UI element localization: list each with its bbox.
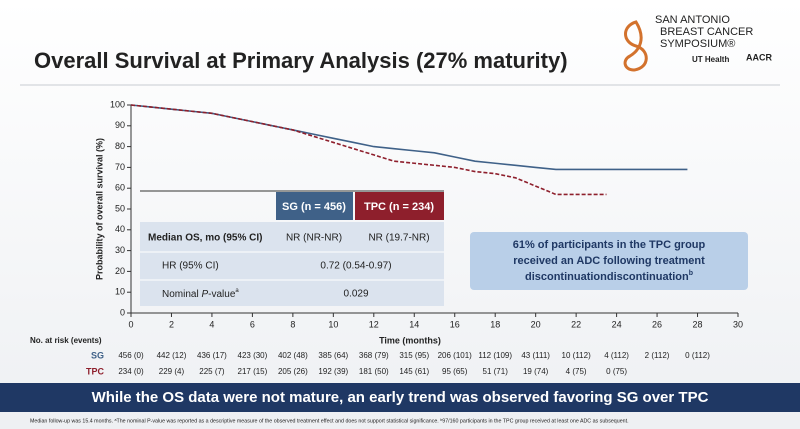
callout-text-part: discontinuation: [607, 271, 689, 283]
at-risk-value: 423 (30): [238, 351, 268, 360]
at-risk-value: 229 (4): [159, 367, 185, 376]
at-risk-value: 0 (75): [606, 367, 627, 376]
y-tick-label: 0: [120, 307, 125, 317]
at-risk-value: 192 (39): [318, 367, 348, 376]
y-tick-label: 90: [115, 120, 125, 130]
x-tick-label: 4: [209, 319, 214, 329]
row-label-part: -value: [208, 289, 236, 300]
at-risk-value: 234 (0): [118, 367, 144, 376]
x-axis-label: Time (months): [379, 335, 441, 345]
callout-text: discontinuationdiscontinuationb: [525, 270, 693, 283]
banner: While the OS data were not mature, an ea…: [92, 389, 709, 406]
x-tick-label: 24: [612, 319, 622, 329]
at-risk-value: 206 (101): [438, 351, 473, 360]
column-header-bg: [355, 192, 444, 220]
slide-title: Overall Survival at Primary Analysis (27…: [34, 48, 568, 73]
x-tick-label: 18: [490, 319, 500, 329]
y-tick-label: 50: [115, 203, 125, 213]
at-risk-value: 2 (112): [645, 351, 670, 360]
at-risk-value: 225 (7): [199, 367, 225, 376]
table-body: [140, 222, 444, 306]
x-tick-label: 0: [128, 319, 133, 329]
at-risk-value: 43 (111): [521, 351, 550, 360]
cell: NR (19.7-NR): [368, 233, 429, 244]
logo-text: SAN ANTONIO: [655, 14, 730, 26]
partner-logo: AACR: [746, 52, 772, 62]
row-label: HR (95% CI): [162, 261, 219, 272]
at-risk-value: 95 (65): [442, 367, 468, 376]
at-risk-value: 442 (12): [157, 351, 187, 360]
callout-sup: b: [689, 270, 693, 277]
footnote: Median follow-up was 15.4 months. ᵃThe n…: [30, 418, 629, 424]
partner-logo: UT Health: [692, 55, 729, 64]
at-risk-value: 205 (26): [278, 367, 308, 376]
survival-curve: [130, 104, 607, 196]
y-tick-label: 80: [115, 141, 125, 151]
at-risk-value: 145 (61): [399, 367, 429, 376]
y-tick-label: 20: [115, 266, 125, 276]
callout-text: 61% of participants in the TPC group: [513, 239, 706, 251]
at-risk-value: 181 (50): [359, 367, 389, 376]
at-risk-value: 4 (75): [566, 367, 587, 376]
row-label-part: P: [201, 289, 208, 300]
x-tick-label: 12: [369, 319, 379, 329]
x-tick-label: 22: [571, 319, 581, 329]
at-risk-value: 436 (17): [197, 351, 227, 360]
column-header-bg: [276, 192, 353, 220]
at-risk-value: 315 (95): [399, 351, 429, 360]
x-tick-label: 20: [531, 319, 541, 329]
x-tick-label: 28: [693, 319, 703, 329]
at-risk-group: TPC: [86, 366, 105, 376]
row-label: Nominal P-valuea: [162, 288, 239, 300]
at-risk-title: No. at risk (events): [30, 336, 102, 345]
at-risk-value: 51 (71): [483, 367, 509, 376]
x-tick-label: 2: [169, 319, 174, 329]
y-tick-label: 70: [115, 162, 125, 172]
column-header: SG (n = 456): [282, 201, 346, 213]
y-tick-label: 40: [115, 224, 125, 234]
y-tick-label: 60: [115, 183, 125, 193]
at-risk-value: 112 (109): [478, 351, 512, 360]
at-risk-value: 19 (74): [523, 367, 549, 376]
logo-text: SYMPOSIUM®: [660, 38, 735, 50]
x-tick-label: 30: [733, 319, 743, 329]
cell: 0.72 (0.54-0.97): [320, 261, 391, 272]
y-tick-label: 100: [110, 99, 125, 109]
y-tick-label: 10: [115, 287, 125, 297]
logo-ribbon: [623, 20, 648, 72]
y-tick-label: 30: [115, 245, 125, 255]
x-tick-label: 8: [290, 319, 295, 329]
callout-text: received an ADC following treatment: [513, 255, 705, 267]
x-tick-label: 14: [409, 319, 419, 329]
at-risk-value: 217 (15): [238, 367, 268, 376]
row-label-part: Nominal: [162, 289, 201, 300]
logo-text: BREAST CANCER: [660, 26, 753, 38]
at-risk-value: 10 (112): [562, 351, 592, 360]
at-risk-value: 456 (0): [118, 351, 144, 360]
at-risk-group: SG: [91, 350, 104, 360]
y-axis-label: Probability of overall survival (%): [94, 138, 104, 280]
row-label-part: a: [235, 288, 239, 294]
row-label: Median OS, mo (95% CI): [148, 233, 262, 244]
x-tick-label: 6: [250, 319, 255, 329]
column-header: TPC (n = 234): [364, 201, 434, 213]
at-risk-value: 4 (112): [604, 351, 629, 360]
at-risk-value: 402 (48): [278, 351, 308, 360]
cell: NR (NR-NR): [286, 233, 342, 244]
x-tick-label: 26: [652, 319, 662, 329]
at-risk-value: 368 (79): [359, 351, 389, 360]
x-tick-label: 10: [328, 319, 338, 329]
at-risk-value: 385 (64): [318, 351, 348, 360]
callout-box: [470, 232, 748, 290]
at-risk-value: 0 (112): [685, 351, 710, 360]
banner-bg: [0, 383, 800, 412]
x-tick-label: 16: [450, 319, 460, 329]
cell: 0.029: [343, 289, 368, 300]
